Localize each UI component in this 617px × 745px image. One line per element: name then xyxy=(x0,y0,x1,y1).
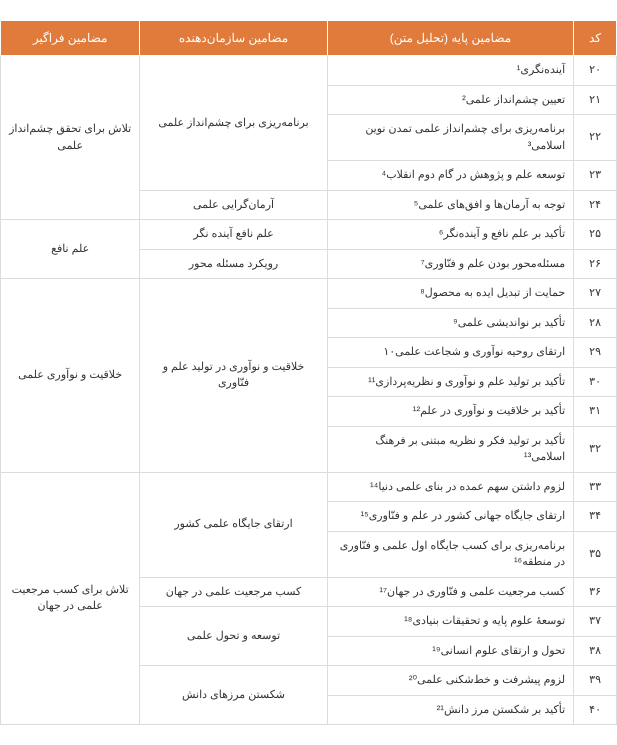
cell-code: ۲۸ xyxy=(554,308,597,338)
cell-base: توجه به آرمان‌ها و افق‌های علمی⁵ xyxy=(307,190,553,220)
header-row: کد مضامین پایه (تحلیل متن) مضامین سازمان… xyxy=(0,21,597,56)
cell-base: توسعه علم و پژوهش در گام دوم انقلاب⁴ xyxy=(307,161,553,191)
cell-base: تأکید بر نواندیشی علمی⁹ xyxy=(307,308,553,338)
cell-organizing: کسب مرجعیت علمی در جهان xyxy=(120,577,307,607)
cell-base: تأکید بر تولید علم و نوآوری و نظریه‌پردا… xyxy=(307,367,553,397)
cell-code: ۳۰ xyxy=(554,367,597,397)
cell-base: برنامه‌ریزی برای چشم‌انداز علمی تمدن نوی… xyxy=(307,115,553,161)
cell-code: ۳۳ xyxy=(554,472,597,502)
cell-organizing: ارتقای جایگاه علمی کشور xyxy=(120,472,307,577)
cell-code: ۲۴ xyxy=(554,190,597,220)
cell-organizing: رویکرد مسئله محور xyxy=(120,249,307,279)
cell-base: توسعۀ علوم پایه و تحقیقات بنیادی¹⁸ xyxy=(307,607,553,637)
cell-code: ۳۵ xyxy=(554,531,597,577)
cell-base: تأکید بر تولید فکر و نظریه مبتنی بر فرهن… xyxy=(307,426,553,472)
cell-base: ارتقای روحیه نوآوری و شجاعت علمی۱۰ xyxy=(307,338,553,368)
cell-base: لزوم داشتن سهم عمده در بنای علمی دنیا¹⁴ xyxy=(307,472,553,502)
cell-code: ۲۵ xyxy=(554,220,597,250)
cell-code: ۲۲ xyxy=(554,115,597,161)
th-overarching: مضامین فراگیر xyxy=(0,21,120,56)
cell-code: ۳۹ xyxy=(554,666,597,696)
cell-code: ۳۶ xyxy=(554,577,597,607)
cell-code: ۳۲ xyxy=(554,426,597,472)
cell-base: ارتقای جایگاه جهانی کشور در علم و فنّاور… xyxy=(307,502,553,532)
th-code: کد xyxy=(554,21,597,56)
cell-base: حمایت از تبدیل ایده به محصول⁸ xyxy=(307,279,553,309)
table-row: ۳۳ لزوم داشتن سهم عمده در بنای علمی دنیا… xyxy=(0,472,597,502)
table-row: ۲۷ حمایت از تبدیل ایده به محصول⁸ خلاقیت … xyxy=(0,279,597,309)
cell-code: ۳۱ xyxy=(554,397,597,427)
table-row: ۲۰ آینده‌نگری¹ برنامه‌ریزی برای چشم‌اندا… xyxy=(0,56,597,86)
cell-organizing: علم نافع آینده نگر xyxy=(120,220,307,250)
cell-base: تحول و ارتقای علوم انسانی¹⁹ xyxy=(307,636,553,666)
cell-base: لزوم پیشرفت و خط‌شکنی علمی²⁰ xyxy=(307,666,553,696)
cell-base: آینده‌نگری¹ xyxy=(307,56,553,86)
cell-code: ۲۹ xyxy=(554,338,597,368)
cell-base: تأکید بر شکستن مرز دانش²¹ xyxy=(307,695,553,725)
cell-organizing: برنامه‌ریزی برای چشم‌انداز علمی xyxy=(120,56,307,191)
table-row: ۲۵ تأکید بر علم نافع و آینده‌نگر⁶ علم نا… xyxy=(0,220,597,250)
cell-organizing: توسعه و تحول علمی xyxy=(120,607,307,666)
cell-base: تأکید بر خلاقیت و نوآوری در علم¹² xyxy=(307,397,553,427)
cell-overarching: خلاقیت و نوآوری علمی xyxy=(0,279,120,473)
cell-base: کسب مرجعیت علمی و فنّاوری در جهان¹⁷ xyxy=(307,577,553,607)
th-base: مضامین پایه (تحلیل متن) xyxy=(307,21,553,56)
themes-table: کد مضامین پایه (تحلیل متن) مضامین سازمان… xyxy=(0,20,597,725)
cell-code: ۳۸ xyxy=(554,636,597,666)
cell-overarching: تلاش برای کسب مرجعیت علمی در جهان xyxy=(0,472,120,725)
cell-code: ۲۷ xyxy=(554,279,597,309)
cell-overarching: تلاش برای تحقق چشم‌انداز علمی xyxy=(0,56,120,220)
cell-base: تأکید بر علم نافع و آینده‌نگر⁶ xyxy=(307,220,553,250)
cell-code: ۲۳ xyxy=(554,161,597,191)
cell-code: ۳۷ xyxy=(554,607,597,637)
cell-code: ۴۰ xyxy=(554,695,597,725)
cell-code: ۲۱ xyxy=(554,85,597,115)
cell-overarching: علم نافع xyxy=(0,220,120,279)
cell-base: تعیین چشم‌انداز علمی² xyxy=(307,85,553,115)
cell-organizing: شکستن مرزهای دانش xyxy=(120,666,307,725)
cell-code: ۲۰ xyxy=(554,56,597,86)
th-organizing: مضامین سازمان‌دهنده xyxy=(120,21,307,56)
cell-organizing: آرمان‌گرایی علمی xyxy=(120,190,307,220)
table-container: کد مضامین پایه (تحلیل متن) مضامین سازمان… xyxy=(0,20,597,725)
cell-organizing: خلاقیت و نوآوری در تولید علم و فنّاوری xyxy=(120,279,307,473)
cell-code: ۳۴ xyxy=(554,502,597,532)
cell-base: مسئله‌محور بودن علم و فنّاوری⁷ xyxy=(307,249,553,279)
cell-code: ۲۶ xyxy=(554,249,597,279)
cell-base: برنامه‌ریزی برای کسب جایگاه اول علمی و ف… xyxy=(307,531,553,577)
